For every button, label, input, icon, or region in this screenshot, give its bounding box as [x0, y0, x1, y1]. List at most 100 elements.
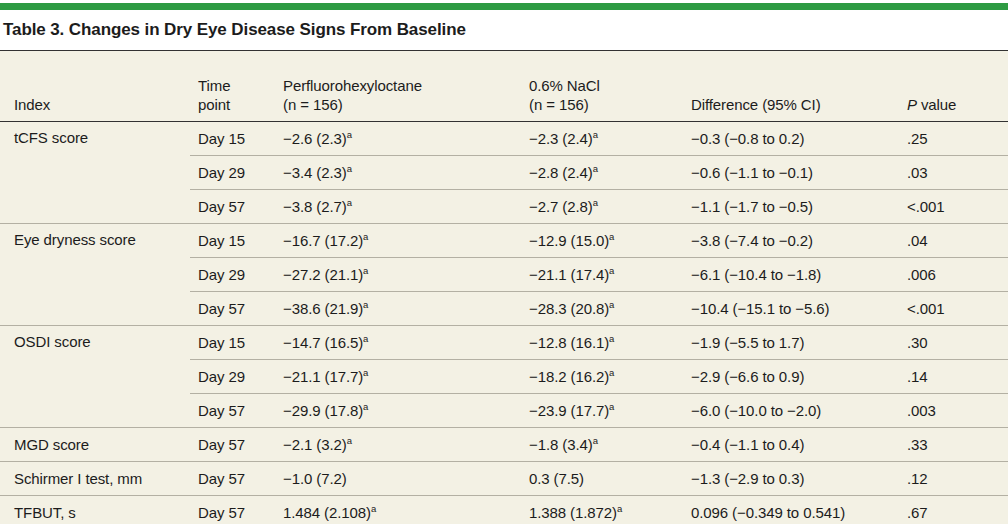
footnote-marker: a — [593, 129, 598, 140]
table-row: Eye dryness score Day 15 −16.7 (17.2)a −… — [0, 224, 1008, 258]
cell-index: OSDI score — [0, 326, 190, 428]
table-row: OSDI score Day 15 −14.7 (16.5)a −12.8 (1… — [0, 326, 1008, 360]
cell-control-value: −18.2 (16.2)a — [521, 360, 683, 394]
cell-index: tCFS score — [0, 122, 190, 224]
footnote-marker: a — [617, 503, 622, 514]
results-table: Index Timepoint Perfluorohexyloctane(n =… — [0, 50, 1008, 524]
cell-pvalue: .33 — [899, 428, 1008, 462]
cell-difference: 0.096 (−0.349 to 0.541) — [683, 496, 899, 524]
table-row: Schirmer I test, mm Day 57 −1.0 (7.2) 0.… — [0, 462, 1008, 496]
cell-control-value: 0.3 (7.5) — [521, 462, 683, 496]
cell-pvalue: .04 — [899, 224, 1008, 258]
cell-timepoint: Day 15 — [190, 122, 275, 156]
footnote-marker: a — [609, 299, 614, 310]
cell-timepoint: Day 29 — [190, 258, 275, 292]
cell-control-value: −21.1 (17.4)a — [521, 258, 683, 292]
header-row: Index Timepoint Perfluorohexyloctane(n =… — [0, 51, 1008, 122]
footnote-marker: a — [609, 401, 614, 412]
footnote-marker: a — [347, 435, 352, 446]
cell-difference: −6.0 (−10.0 to −2.0) — [683, 394, 899, 428]
footnote-marker: a — [347, 129, 352, 140]
cell-timepoint: Day 29 — [190, 156, 275, 190]
footnote-marker: a — [609, 231, 614, 242]
col-header-timepoint: Timepoint — [190, 51, 275, 122]
footnote-marker: a — [609, 265, 614, 276]
table-title: Table 3. Changes in Dry Eye Disease Sign… — [0, 10, 1008, 50]
cell-timepoint: Day 29 — [190, 360, 275, 394]
footnote-marker: a — [363, 333, 368, 344]
footnote-marker: a — [593, 435, 598, 446]
cell-difference: −0.4 (−1.1 to 0.4) — [683, 428, 899, 462]
cell-drug-value: −2.6 (2.3)a — [275, 122, 521, 156]
cell-difference: −2.9 (−6.6 to 0.9) — [683, 360, 899, 394]
cell-timepoint: Day 15 — [190, 224, 275, 258]
footnote-marker: a — [371, 503, 376, 514]
cell-difference: −0.3 (−0.8 to 0.2) — [683, 122, 899, 156]
cell-drug-value: −3.4 (2.3)a — [275, 156, 521, 190]
cell-drug-value: −1.0 (7.2) — [275, 462, 521, 496]
accent-bar — [0, 3, 1008, 10]
cell-pvalue: .67 — [899, 496, 1008, 524]
cell-timepoint: Day 57 — [190, 428, 275, 462]
cell-difference: −1.9 (−5.5 to 1.7) — [683, 326, 899, 360]
cell-pvalue: <.001 — [899, 292, 1008, 326]
cell-difference: −3.8 (−7.4 to −0.2) — [683, 224, 899, 258]
cell-timepoint: Day 57 — [190, 462, 275, 496]
table-row: TFBUT, s Day 57 1.484 (2.108)a 1.388 (1.… — [0, 496, 1008, 524]
cell-pvalue: .003 — [899, 394, 1008, 428]
cell-control-value: −2.8 (2.4)a — [521, 156, 683, 190]
footnote-marker: a — [347, 197, 352, 208]
pvalue-italic-p: P — [907, 96, 917, 113]
footnote-marker: a — [593, 197, 598, 208]
col-header-difference: Difference (95% CI) — [683, 51, 899, 122]
cell-index: MGD score — [0, 428, 190, 462]
cell-drug-value: −2.1 (3.2)a — [275, 428, 521, 462]
footnote-marker: a — [363, 401, 368, 412]
cell-drug-value: −27.2 (21.1)a — [275, 258, 521, 292]
cell-pvalue: .25 — [899, 122, 1008, 156]
table-row: MGD score Day 57 −2.1 (3.2)a −1.8 (3.4)a… — [0, 428, 1008, 462]
cell-timepoint: Day 57 — [190, 190, 275, 224]
footnote-marker: a — [347, 163, 352, 174]
cell-index: Schirmer I test, mm — [0, 462, 190, 496]
cell-pvalue: .14 — [899, 360, 1008, 394]
footnote-marker: a — [363, 299, 368, 310]
cell-pvalue: <.001 — [899, 190, 1008, 224]
cell-control-value: −12.9 (15.0)a — [521, 224, 683, 258]
cell-control-value: −12.8 (16.1)a — [521, 326, 683, 360]
cell-pvalue: .12 — [899, 462, 1008, 496]
table-header: Index Timepoint Perfluorohexyloctane(n =… — [0, 51, 1008, 122]
cell-index: TFBUT, s — [0, 496, 190, 524]
cell-pvalue: .006 — [899, 258, 1008, 292]
footnote-marker: a — [363, 265, 368, 276]
cell-control-value: 1.388 (1.872)a — [521, 496, 683, 524]
col-header-nacl: 0.6% NaCl(n = 156) — [521, 51, 683, 122]
cell-control-value: −23.9 (17.7)a — [521, 394, 683, 428]
cell-drug-value: −21.1 (17.7)a — [275, 360, 521, 394]
footnote-marker: a — [363, 231, 368, 242]
cell-drug-value: −16.7 (17.2)a — [275, 224, 521, 258]
footnote-marker: a — [609, 367, 614, 378]
cell-difference: −10.4 (−15.1 to −5.6) — [683, 292, 899, 326]
cell-pvalue: .03 — [899, 156, 1008, 190]
footnote-marker: a — [609, 333, 614, 344]
cell-difference: −6.1 (−10.4 to −1.8) — [683, 258, 899, 292]
cell-timepoint: Day 57 — [190, 394, 275, 428]
cell-drug-value: −3.8 (2.7)a — [275, 190, 521, 224]
cell-index: Eye dryness score — [0, 224, 190, 326]
cell-control-value: −2.3 (2.4)a — [521, 122, 683, 156]
cell-control-value: −28.3 (20.8)a — [521, 292, 683, 326]
cell-pvalue: .30 — [899, 326, 1008, 360]
cell-drug-value: 1.484 (2.108)a — [275, 496, 521, 524]
footnote-marker: a — [363, 367, 368, 378]
cell-difference: −1.3 (−2.9 to 0.3) — [683, 462, 899, 496]
cell-drug-value: −38.6 (21.9)a — [275, 292, 521, 326]
cell-drug-value: −14.7 (16.5)a — [275, 326, 521, 360]
table-row: tCFS score Day 15 −2.6 (2.3)a −2.3 (2.4)… — [0, 122, 1008, 156]
cell-drug-value: −29.9 (17.8)a — [275, 394, 521, 428]
cell-control-value: −2.7 (2.8)a — [521, 190, 683, 224]
footnote-marker: a — [593, 163, 598, 174]
cell-timepoint: Day 57 — [190, 496, 275, 524]
cell-control-value: −1.8 (3.4)a — [521, 428, 683, 462]
cell-difference: −1.1 (−1.7 to −0.5) — [683, 190, 899, 224]
